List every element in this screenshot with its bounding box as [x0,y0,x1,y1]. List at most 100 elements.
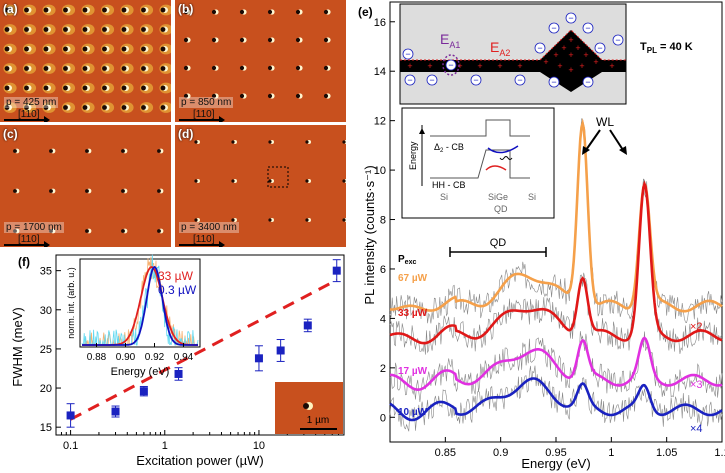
panel-letter-e: (e) [358,5,373,19]
afm-dot-shadow [267,93,273,99]
afm-dot-shadow [24,27,29,32]
afm-dot-shadow [160,105,166,110]
inset-spectrum: 33 µW 0.3 µW 0.88 0.90 0.92 0.94 Energy (eV… [66,254,201,378]
pl-ytick-label: 10 [374,165,386,177]
positive-charge-icon: + [477,61,482,71]
fwhm-xlabel: Excitation power (µW) [136,453,263,468]
afm-dot-shadow [82,105,88,110]
negative-charge-sign: − [537,43,542,53]
afm-dot-shadow [160,85,166,91]
inset-legend-33uw: 33 µW [158,269,194,283]
afm-image-b [183,9,331,99]
afm-dot-shadow [323,93,329,99]
afm-dot-shadow [157,149,161,153]
positive-charge-icon: + [553,50,558,60]
negative-charge-icon [534,42,546,54]
afm-dot-shadow [13,189,17,193]
afm-dot-shadow [82,7,88,13]
afm-dot-shadow [323,9,329,15]
pl-xlabel: Energy (eV) [521,456,590,471]
pl-xtick-label: 1.1 [714,447,725,459]
afm-dot-shadow [160,7,166,13]
pl-chart: 0 2 4 6 8 10 12 14 16 0.85 0.9 0.95 1 1.05 1.1 (e) Ene… [358,1,725,471]
afm-dot-shadow [183,37,189,43]
pl-xtick-label: 1.05 [656,447,677,459]
negative-charge-icon [514,74,526,86]
direction-label-c: [110] [18,234,40,245]
pl-series-10W [389,377,723,422]
afm-dot-shadow [323,65,329,71]
inset-legend-03uw: 0.3 µW [158,283,197,297]
afm-dot-shadow [121,105,127,110]
positive-charge-icon: + [575,43,580,53]
afm-dot-shadow [160,66,166,71]
afm-dot-shadow [13,229,17,233]
band-diagram-inset: Energy Δ2 - CB HH - CB Si SiGe QD Si [401,107,555,219]
scale-bar-label: 1 µm [307,415,329,426]
fwhm-point [139,387,148,396]
period-label-d: p = 3400 nm [179,222,239,233]
pl-series-67W [389,118,723,313]
pl-ylabel: PL intensity (counts·s⁻¹) [362,165,377,304]
negative-charge-icon [470,74,482,86]
negative-charge-icon [582,76,594,88]
negative-charge-sign: − [473,75,478,85]
afm-dot-shadow [82,27,88,32]
direction-arrow-d [179,241,225,247]
wl-label: WL [596,115,614,129]
pl-ytick-label: 12 [374,116,386,128]
multiplier-x3: ×3 [690,379,703,391]
period-label-b: p = 850 nm [179,97,234,108]
period-label-a: p = 425 nm [4,97,59,108]
afm-panel-b: (b) p = 850 nm [110] [175,0,346,122]
afm-dot-shadow [121,85,127,91]
cb-label: Δ2 - CB [434,142,464,154]
positive-charge-icon: + [593,57,598,67]
fwhm-point [66,411,75,420]
afm-dot-shadow [24,46,29,52]
pl-noise-trace [389,118,723,324]
pl-ytick-label: 2 [380,363,386,375]
afm-dot-shadow [85,229,89,233]
afm-dot-shadow [4,7,10,13]
afm-dot-shadow [160,27,166,32]
afm-dot-shadow [121,7,127,13]
afm-dot-shadow [4,85,10,91]
ea2-label: EA2 [490,39,510,58]
fwhm-xtick-label: 1 [162,440,168,452]
afm-dot-shadow [63,46,68,52]
energy-axis-label: Energy [408,141,418,170]
afm-dot-shadow [13,149,17,153]
negative-charge-icon [548,22,560,34]
direction-arrow-b [179,116,225,122]
fwhm-point [111,407,120,416]
pexc-label: Pexc [398,254,416,266]
afm-dot-shadow [194,179,198,183]
fwhm-point [174,369,183,378]
fwhm-point [276,346,285,355]
positive-charge-icon: + [543,57,548,67]
multiplier-x4: ×4 [690,423,703,435]
qd-label: QD [490,237,507,249]
afm-dot-shadow [211,93,217,99]
negative-charge-sign: − [551,23,556,33]
pl-ytick-label: 8 [380,215,386,227]
pl-noise-trace [389,331,723,403]
pl-series-17W [390,336,723,392]
negative-charge-sign: − [585,77,590,87]
direction-arrow-c [4,241,50,247]
fwhm-ytick-label: 25 [40,344,52,356]
afm-dot-shadow [295,65,301,71]
afm-dot-shadow [121,46,127,52]
negative-charge-sign: − [517,75,522,85]
fwhm-ytick-label: 35 [40,266,52,278]
afm-dot-shadow [267,9,273,15]
afm-dot-shadow [63,105,68,110]
direction-label-a: [110] [18,109,40,120]
afm-dot-shadow [305,140,309,144]
negative-charge-icon [612,34,624,46]
afm-dot-shadow [121,149,125,153]
afm-panel-c: (c) p = 1700 nm [110] [0,125,171,247]
afm-dot-shadow [43,7,49,13]
afm-dot-shadow [268,140,272,144]
